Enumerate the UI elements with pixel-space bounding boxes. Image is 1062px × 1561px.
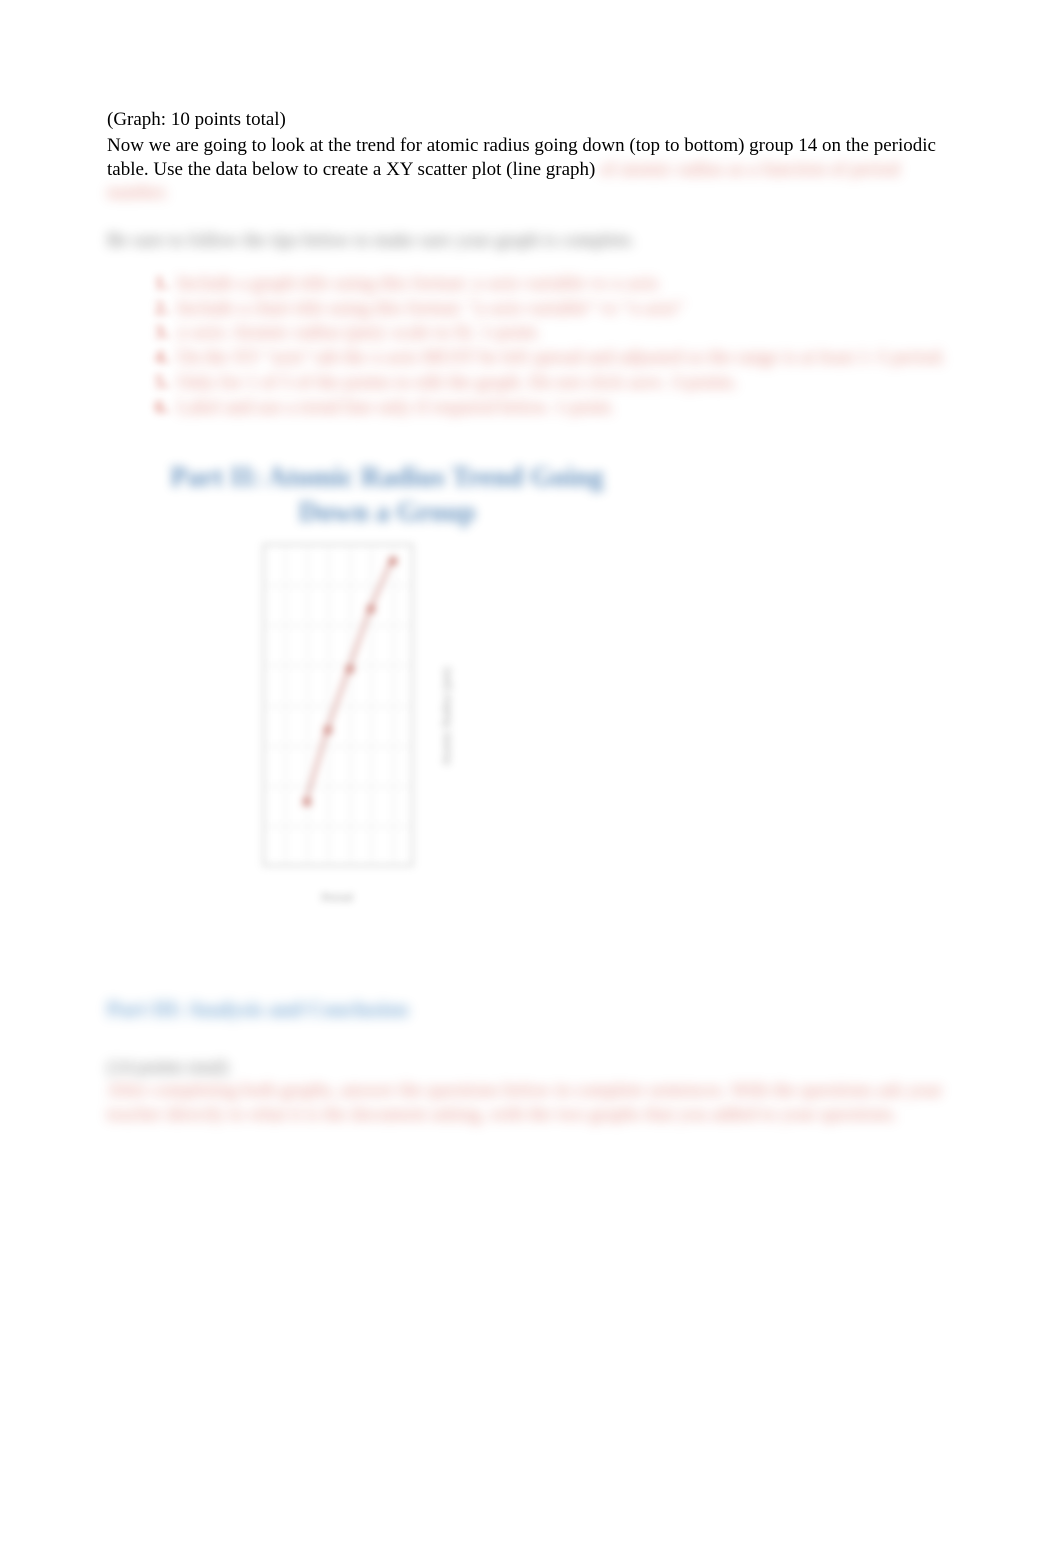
chart-point (346, 665, 354, 673)
list-number: 2. (147, 298, 169, 321)
list-text: Include a chart title using this format:… (177, 298, 962, 321)
graph-points-line: (Graph: 10 points total) (107, 108, 962, 132)
list-text: On the XY "axis" tab the x-axis MUST be … (177, 347, 962, 370)
footer-block: (14 points total) After completing both … (107, 1056, 962, 1127)
list-item: 3. y-axis: Atomic radius (pm): scale to … (147, 322, 962, 345)
chart-title-line1: Part II: Atomic Radius Trend Going (107, 460, 667, 495)
list-number: 1. (147, 273, 169, 296)
list-text: Label and use a trend line only if requi… (177, 397, 962, 420)
list-number: 3. (147, 322, 169, 345)
chart-point (324, 726, 332, 734)
list-text: Include a graph title using this format:… (177, 273, 962, 296)
plot-area (263, 544, 413, 866)
list-number: 6. (147, 397, 169, 420)
footer-paragraph: After completing both graphs, answer the… (107, 1079, 962, 1127)
list-item: 2. Include a chart title using this form… (147, 298, 962, 321)
list-item: 4. On the XY "axis" tab the x-axis MUST … (147, 347, 962, 370)
footer-points: (14 points total) (107, 1056, 962, 1080)
chart-title-line2: Down a Group (107, 495, 667, 530)
list-item: 5. Only for 1 of 5 of the points to edit… (147, 372, 962, 395)
part3-heading: Part III: Analysis and Conclusion (107, 997, 962, 1022)
list-item: 6. Label and use a trend line only if re… (147, 397, 962, 420)
chart-point (303, 798, 311, 806)
chart-point (367, 605, 375, 613)
list-number: 5. (147, 372, 169, 395)
chart-point (389, 557, 397, 565)
list-text: Only for 1 of 5 of the points to edit th… (177, 372, 962, 395)
x-axis-label: Period (247, 890, 427, 905)
instruction-list: 1. Include a graph title using this form… (147, 273, 962, 420)
tips-line: Be sure to follow the tips below to make… (107, 229, 962, 253)
y-axis-label: Atomic Radius (pm) (439, 667, 454, 766)
list-item: 1. Include a graph title using this form… (147, 273, 962, 296)
list-number: 4. (147, 347, 169, 370)
chart-container: Atomic Radius (pm) Period (107, 536, 667, 905)
list-text: y-axis: Atomic radius (pm): scale to fit… (177, 322, 962, 345)
intro-paragraph: Now we are going to look at the trend fo… (107, 134, 962, 205)
